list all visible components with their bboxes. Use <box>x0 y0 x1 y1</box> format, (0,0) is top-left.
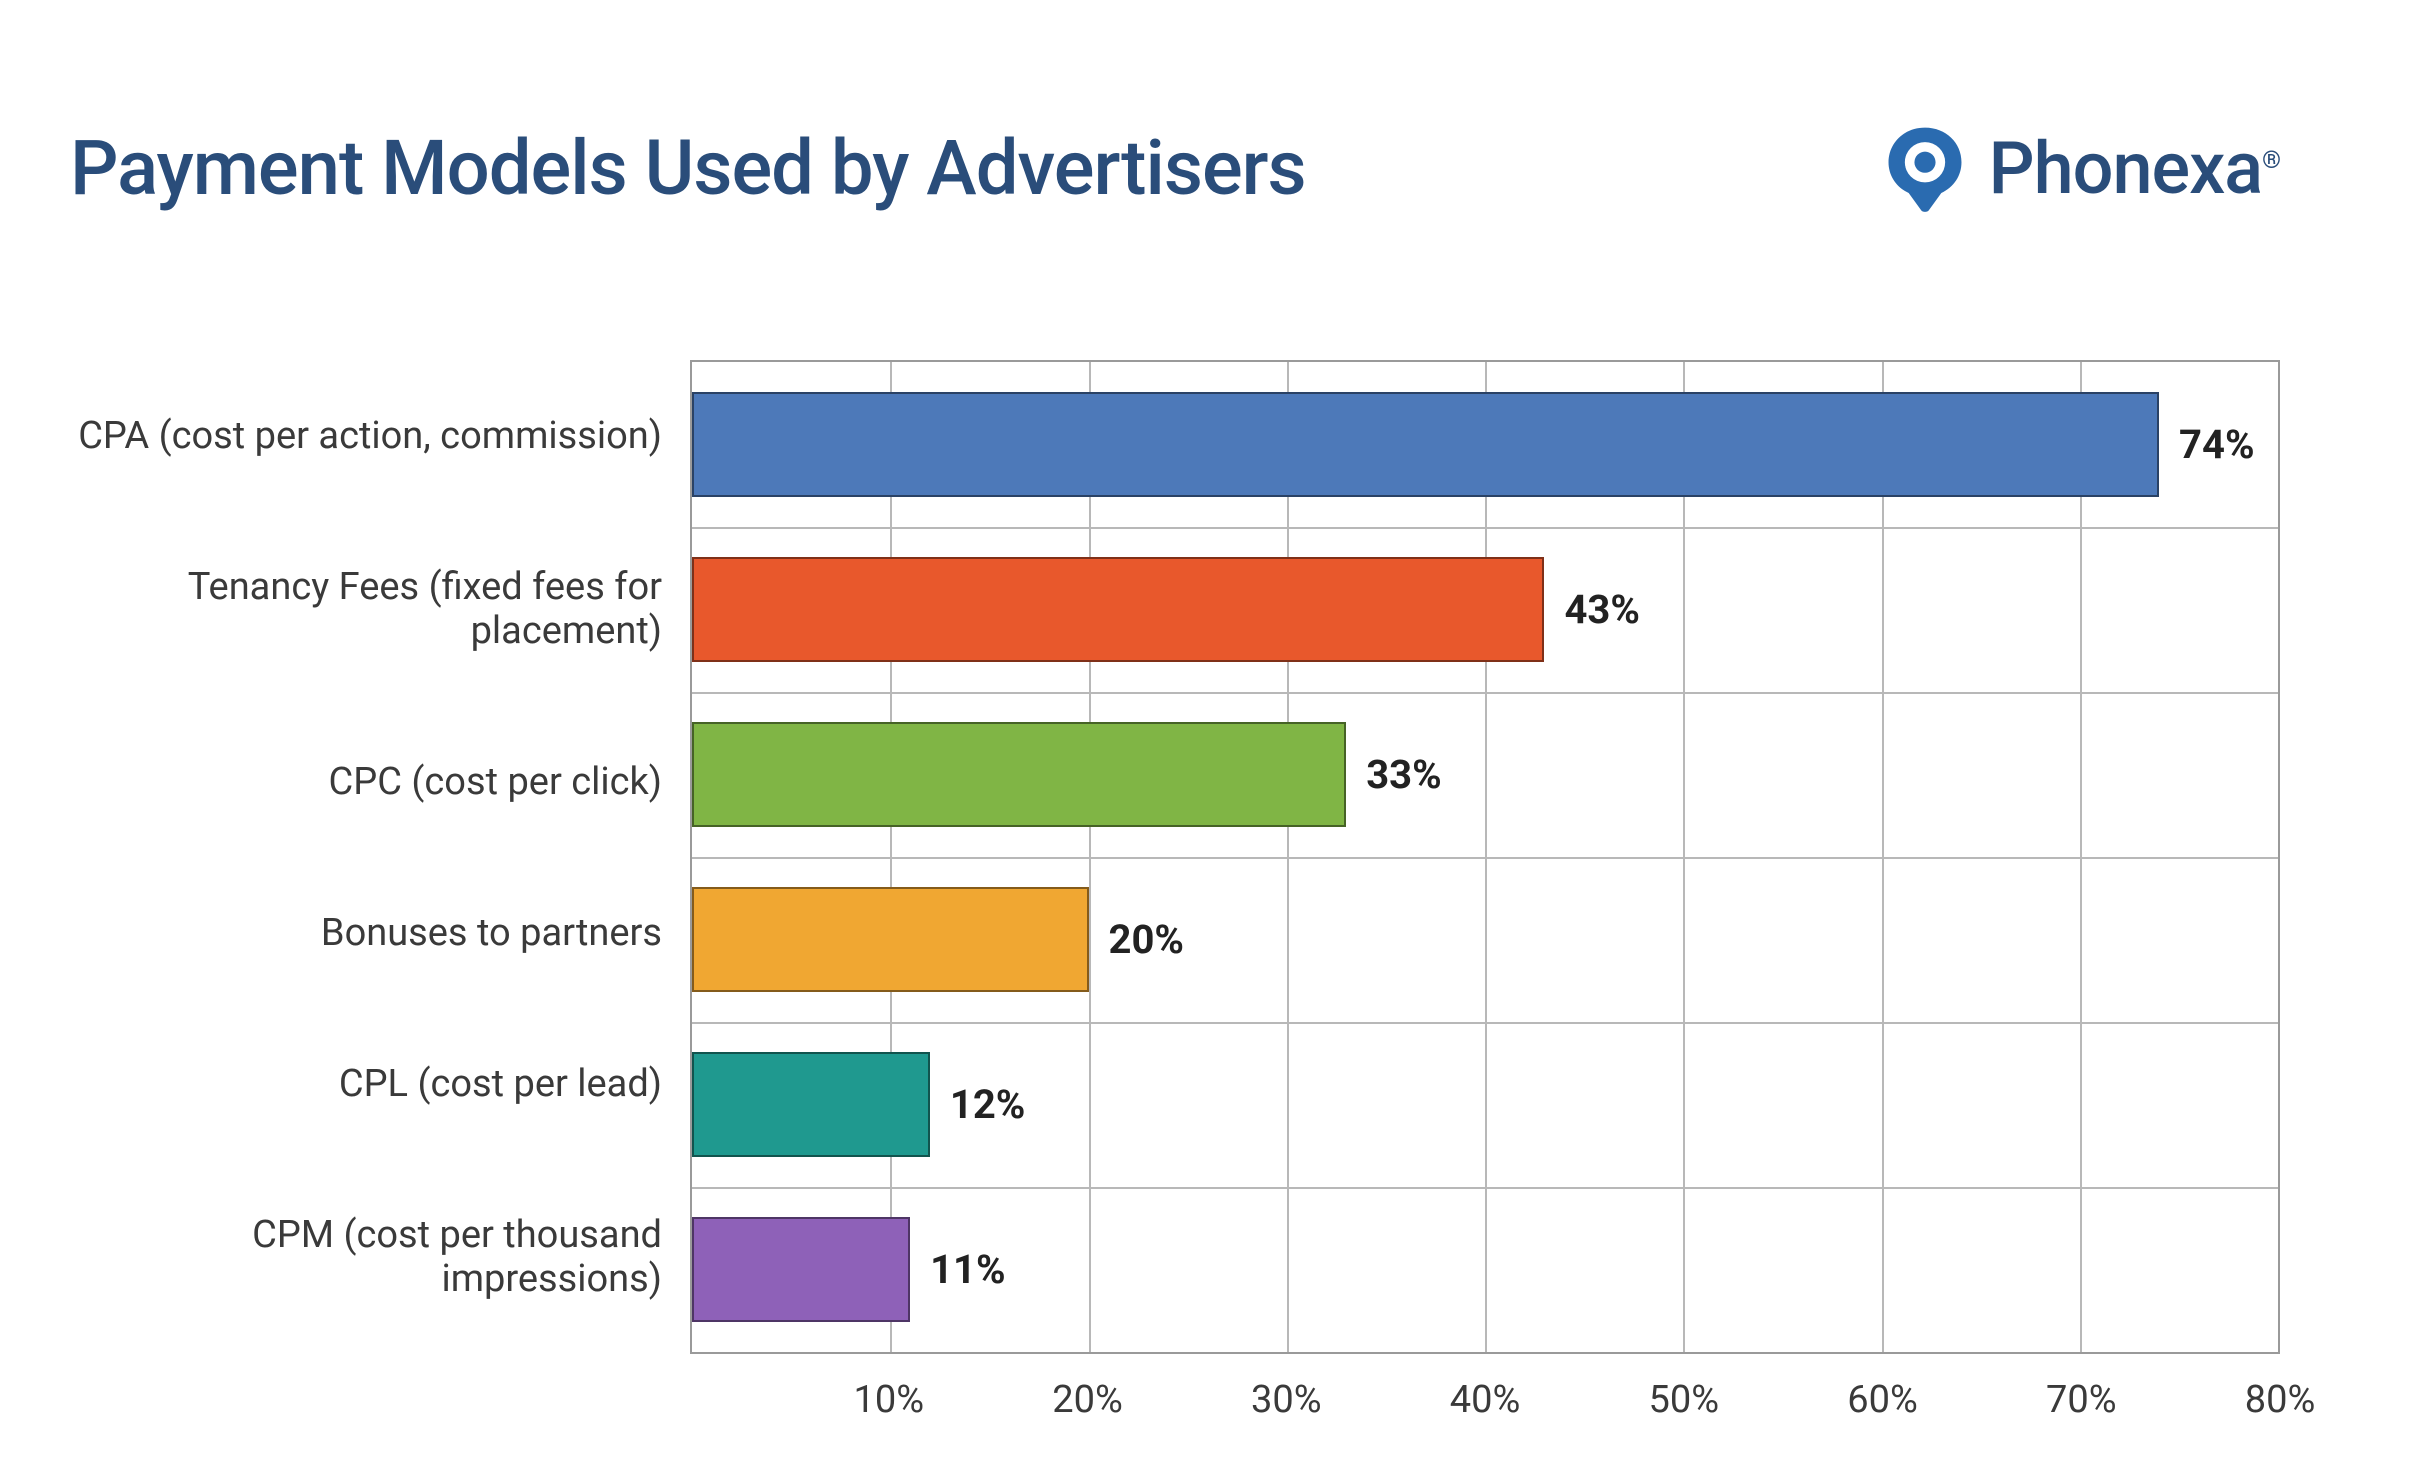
brand-logo: Phonexa® <box>1877 120 2280 216</box>
registered-mark: ® <box>2262 146 2280 174</box>
x-tick-label: 50% <box>1648 1378 1719 1422</box>
y-label: CPM (cost per thousand impressions) <box>70 1213 690 1301</box>
brand-name: Phonexa® <box>1989 126 2280 211</box>
bar-value-label: 74% <box>2179 421 2254 468</box>
chart: CPA (cost per action, commission) Tenanc… <box>70 360 2280 1354</box>
bar-row: 43% <box>692 527 2278 692</box>
bar <box>692 557 1544 663</box>
x-tick-label: 10% <box>853 1378 924 1422</box>
y-axis-labels: CPA (cost per action, commission) Tenanc… <box>70 360 690 1354</box>
x-axis-labels: 10%20%30%40%50%60%70%80% <box>690 1354 2280 1424</box>
y-label: Bonuses to partners <box>70 911 690 955</box>
y-label: CPL (cost per lead) <box>70 1062 690 1106</box>
bar-row: 33% <box>692 692 2278 857</box>
bar-row: 11% <box>692 1187 2278 1352</box>
x-tick-label: 60% <box>1847 1378 1918 1422</box>
x-tick-label: 30% <box>1251 1378 1322 1422</box>
y-label: CPC (cost per click) <box>70 760 690 804</box>
bar-value-label: 11% <box>930 1246 1005 1293</box>
header: Payment Models Used by Advertisers Phone… <box>0 0 2420 216</box>
y-label: CPA (cost per action, commission) <box>70 414 690 458</box>
plot-area: 74% 43% 33% 20% 12% 11% <box>690 360 2280 1354</box>
phonexa-icon <box>1877 120 1973 216</box>
bar-value-label: 20% <box>1109 916 1184 963</box>
bar-row: 20% <box>692 857 2278 1022</box>
x-tick-label: 20% <box>1052 1378 1123 1422</box>
x-tick-label: 70% <box>2046 1378 2117 1422</box>
x-tick-label: 80% <box>2245 1378 2316 1422</box>
bar <box>692 722 1346 828</box>
bar-row: 12% <box>692 1022 2278 1187</box>
bar-value-label: 33% <box>1366 751 1441 798</box>
bar <box>692 1052 930 1158</box>
y-label: Tenancy Fees (fixed fees for placement) <box>70 565 690 653</box>
bar-value-label: 12% <box>950 1081 1025 1128</box>
bar <box>692 887 1089 993</box>
bar <box>692 1217 910 1323</box>
bar-row: 74% <box>692 362 2278 527</box>
bar <box>692 392 2159 498</box>
x-tick-label: 40% <box>1450 1378 1521 1422</box>
bar-value-label: 43% <box>1564 586 1639 633</box>
page-title: Payment Models Used by Advertisers <box>70 123 1306 213</box>
